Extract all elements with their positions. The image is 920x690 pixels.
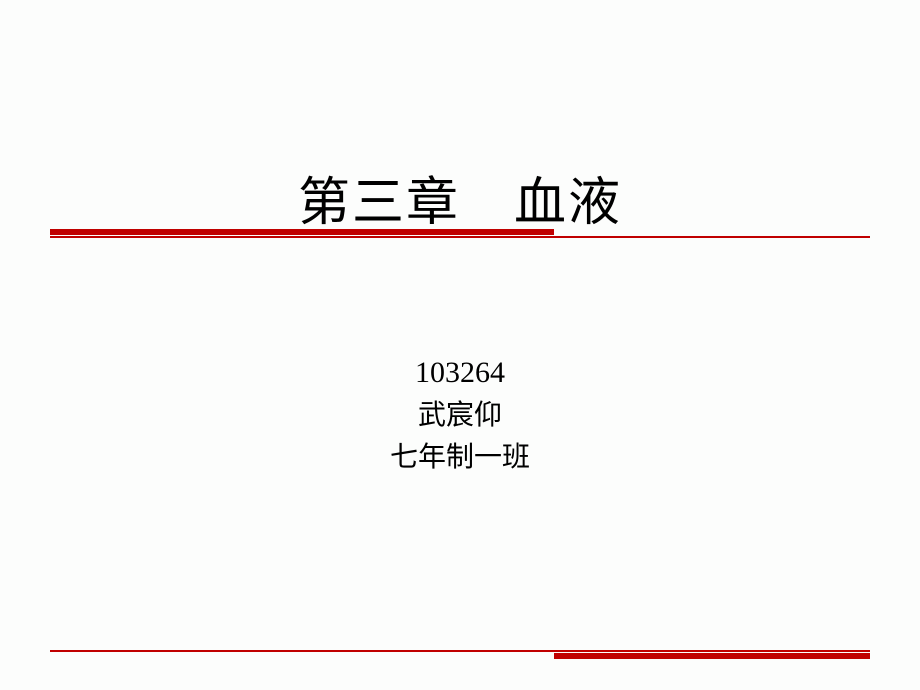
bottom-rule-thin-segment (50, 650, 870, 652)
class-name: 七年制一班 (0, 437, 920, 479)
rule-thin-segment (50, 236, 870, 238)
slide-container: 第三章 血液 103264 武宸仰 七年制一班 (0, 0, 920, 690)
chapter-title: 第三章 血液 (0, 160, 920, 235)
student-name: 武宸仰 (0, 395, 920, 437)
title-underline-rule (50, 229, 870, 239)
student-id: 103264 (0, 350, 920, 395)
subtitle-section: 103264 武宸仰 七年制一班 (0, 350, 920, 479)
bottom-rule-thick-segment (554, 653, 870, 659)
rule-thick-segment (50, 229, 554, 235)
title-section: 第三章 血液 (0, 160, 920, 235)
bottom-rule (50, 650, 870, 660)
